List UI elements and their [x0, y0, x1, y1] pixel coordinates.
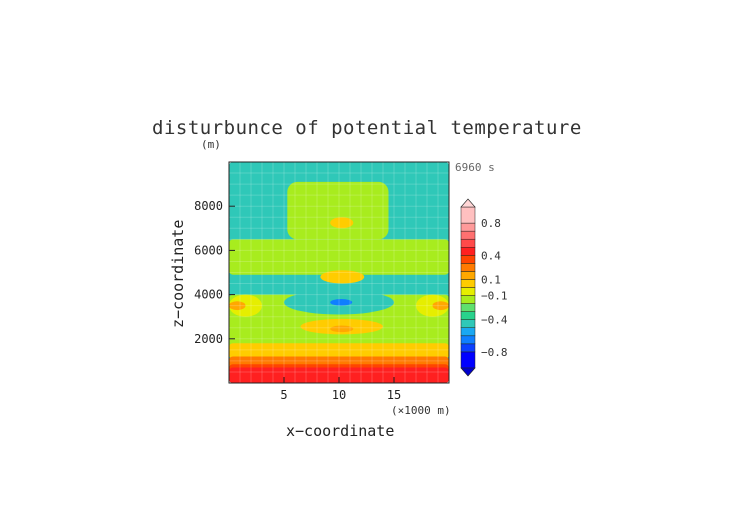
colorbar-swatch [460, 351, 476, 369]
colorbar-swatch [460, 247, 476, 256]
colorbar-swatch [460, 279, 476, 288]
colorbar-swatch [460, 206, 476, 224]
y-unit-label: (m) [201, 138, 221, 151]
field-region-5 [320, 270, 365, 284]
x-axis-label: x−coordinate [286, 422, 394, 440]
field-region-4 [330, 217, 354, 229]
plot-area [229, 162, 449, 383]
field-region-7 [330, 299, 353, 306]
y-tick-labels: 2000 4000 6000 8000 [194, 199, 235, 346]
chart-title: disturbunce of potential temperature [152, 117, 582, 139]
y-axis-label: z−coordinate [169, 220, 187, 328]
colorbar-min-arrow [460, 367, 476, 377]
colorbar-swatch [460, 271, 476, 280]
colorbar-tick-label: −0.8 [481, 346, 508, 359]
colorbar-swatch [460, 238, 476, 248]
colorbar-tick-label: −0.4 [481, 314, 508, 327]
colorbar-swatch [460, 319, 476, 329]
colorbar-tick-label: 0.1 [481, 273, 501, 286]
colorbar-swatch [460, 255, 476, 264]
colorbar-max-arrow [460, 198, 476, 208]
colorbar-tick-label: 0.4 [481, 249, 501, 262]
colorbar-tick-labels: 0.8 0.4 0.1 −0.1 −0.4 −0.8 [481, 217, 508, 359]
colorbar-swatch [460, 343, 476, 353]
field-region-13 [330, 325, 354, 333]
colorbar-swatch [460, 287, 476, 296]
time-label: 6960 s [455, 161, 495, 174]
x-tick-label: 10 [332, 388, 346, 402]
colorbar-tick-label: 0.8 [481, 217, 501, 230]
colorbar-tick-label: −0.1 [481, 290, 508, 303]
colorbar-swatch [460, 303, 476, 312]
x-unit-label: (×1000 m) [391, 404, 451, 417]
colorbar-swatch [460, 327, 476, 337]
y-tick-label: 2000 [194, 332, 223, 346]
x-tick-label: 15 [387, 388, 401, 402]
x-tick-labels: 5 10 15 [280, 377, 401, 402]
colorbar-swatch [460, 222, 476, 232]
colorbar-swatch [460, 335, 476, 345]
y-tick-label: 4000 [194, 288, 223, 302]
field-region-11 [432, 301, 449, 311]
colorbar-swatch [460, 311, 476, 320]
y-tick-label: 8000 [194, 199, 223, 213]
x-tick-label: 5 [280, 388, 287, 402]
field-region-14 [229, 343, 449, 359]
field-region-9 [229, 301, 246, 311]
field-region-1 [229, 239, 449, 275]
colorbar-swatch [460, 295, 476, 304]
colorbar [460, 198, 476, 377]
y-tick-label: 6000 [194, 243, 223, 257]
field-region-2 [287, 181, 389, 240]
colorbar-swatch [460, 263, 476, 272]
colorbar-swatch [460, 230, 476, 240]
